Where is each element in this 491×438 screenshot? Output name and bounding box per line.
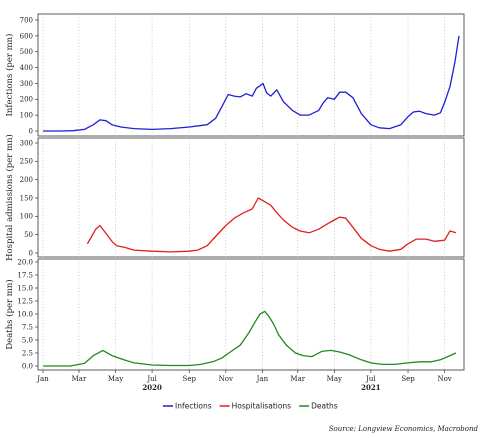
x-tick-label: Nov [219,375,233,383]
y-tick-label: 600 [20,32,33,40]
panel-1: 0 100 200 300 400 500 600 700 Infections (per mn… [4,13,465,137]
y-tick-label: 20.0 [17,258,33,266]
x-tick-label: May [327,375,342,383]
y-tick-label: 300 [20,139,33,147]
panel-frame [37,137,465,258]
x-axis: Jan Mar May Jul Sep Nov Jan Mar May Jul Sep Nov 2020… [36,370,452,392]
y-tick-label: 0 [29,249,33,257]
y-tick-label: 0 [29,127,33,135]
y-axis-title: Hospital admissions (per mn) [4,134,15,261]
y-tick-label: 50 [24,231,33,239]
y-tick-label: 12.5 [17,297,33,305]
x-tick-label: Jul [365,375,376,383]
y-tick-label: 17.5 [17,271,33,279]
legend-item-infections: Infections [163,402,212,411]
y-tick-label: 10.0 [17,310,33,318]
y-tick-label: 200 [20,176,33,184]
y-tick-label: 7.5 [22,323,33,331]
legend-label: Hospitalisations [232,402,292,411]
y-tick-label: 100 [20,112,33,120]
x-tick-label: Jan [256,375,269,383]
y-tick-label: 150 [20,194,33,202]
x-year-label: 2021 [361,383,381,392]
y-tick-label: 100 [20,213,33,221]
x-tick-label: Mar [290,375,305,383]
x-tick-label: May [108,375,123,383]
x-tick-label: Nov [437,375,451,383]
y-tick-label: 200 [20,96,33,104]
y-axis-title: Infections (per mn) [4,34,15,117]
legend-item-deaths: Deaths [299,402,338,411]
source-note: Source: Longview Economics, Macrobond [329,425,479,433]
chart-legend: Infections Hospitalisations Deaths [163,402,338,411]
series-line-infections [43,35,460,132]
y-axis-title: Deaths (per mn) [4,279,15,349]
y-tick-label: 500 [20,48,33,56]
y-tick-label: 300 [20,80,33,88]
x-tick-label: Sep [401,375,415,383]
panel-frame [37,258,465,371]
series-line-deaths [43,310,457,367]
panel-2: 0 50 100 150 200 250 300 Hospital admissions (p… [4,134,465,261]
y-tick-label: 250 [20,158,33,166]
x-tick-label: Jul [146,375,157,383]
legend-label: Infections [175,402,212,411]
x-tick-label: Jan [36,375,49,383]
legend-item-hospitalisations: Hospitalisations [219,402,292,411]
panel-frame [37,13,465,137]
y-tick-label: 400 [20,64,33,72]
legend-label: Deaths [311,402,338,411]
y-tick-label: 2.5 [22,349,33,357]
y-tick-label: 15.0 [17,284,33,292]
series-line-hospitalisations [86,197,457,253]
x-year-label: 2020 [142,383,162,392]
x-tick-label: Mar [72,375,87,383]
panel-3: 0.0 2.5 5.0 7.5 10.0 12.5 15.0 17.5 20.0 Deaths (… [4,258,465,371]
y-tick-label: 0.0 [22,362,33,370]
y-tick-label: 700 [20,16,33,24]
x-tick-label: Sep [183,375,197,383]
y-tick-label: 5.0 [22,336,33,344]
